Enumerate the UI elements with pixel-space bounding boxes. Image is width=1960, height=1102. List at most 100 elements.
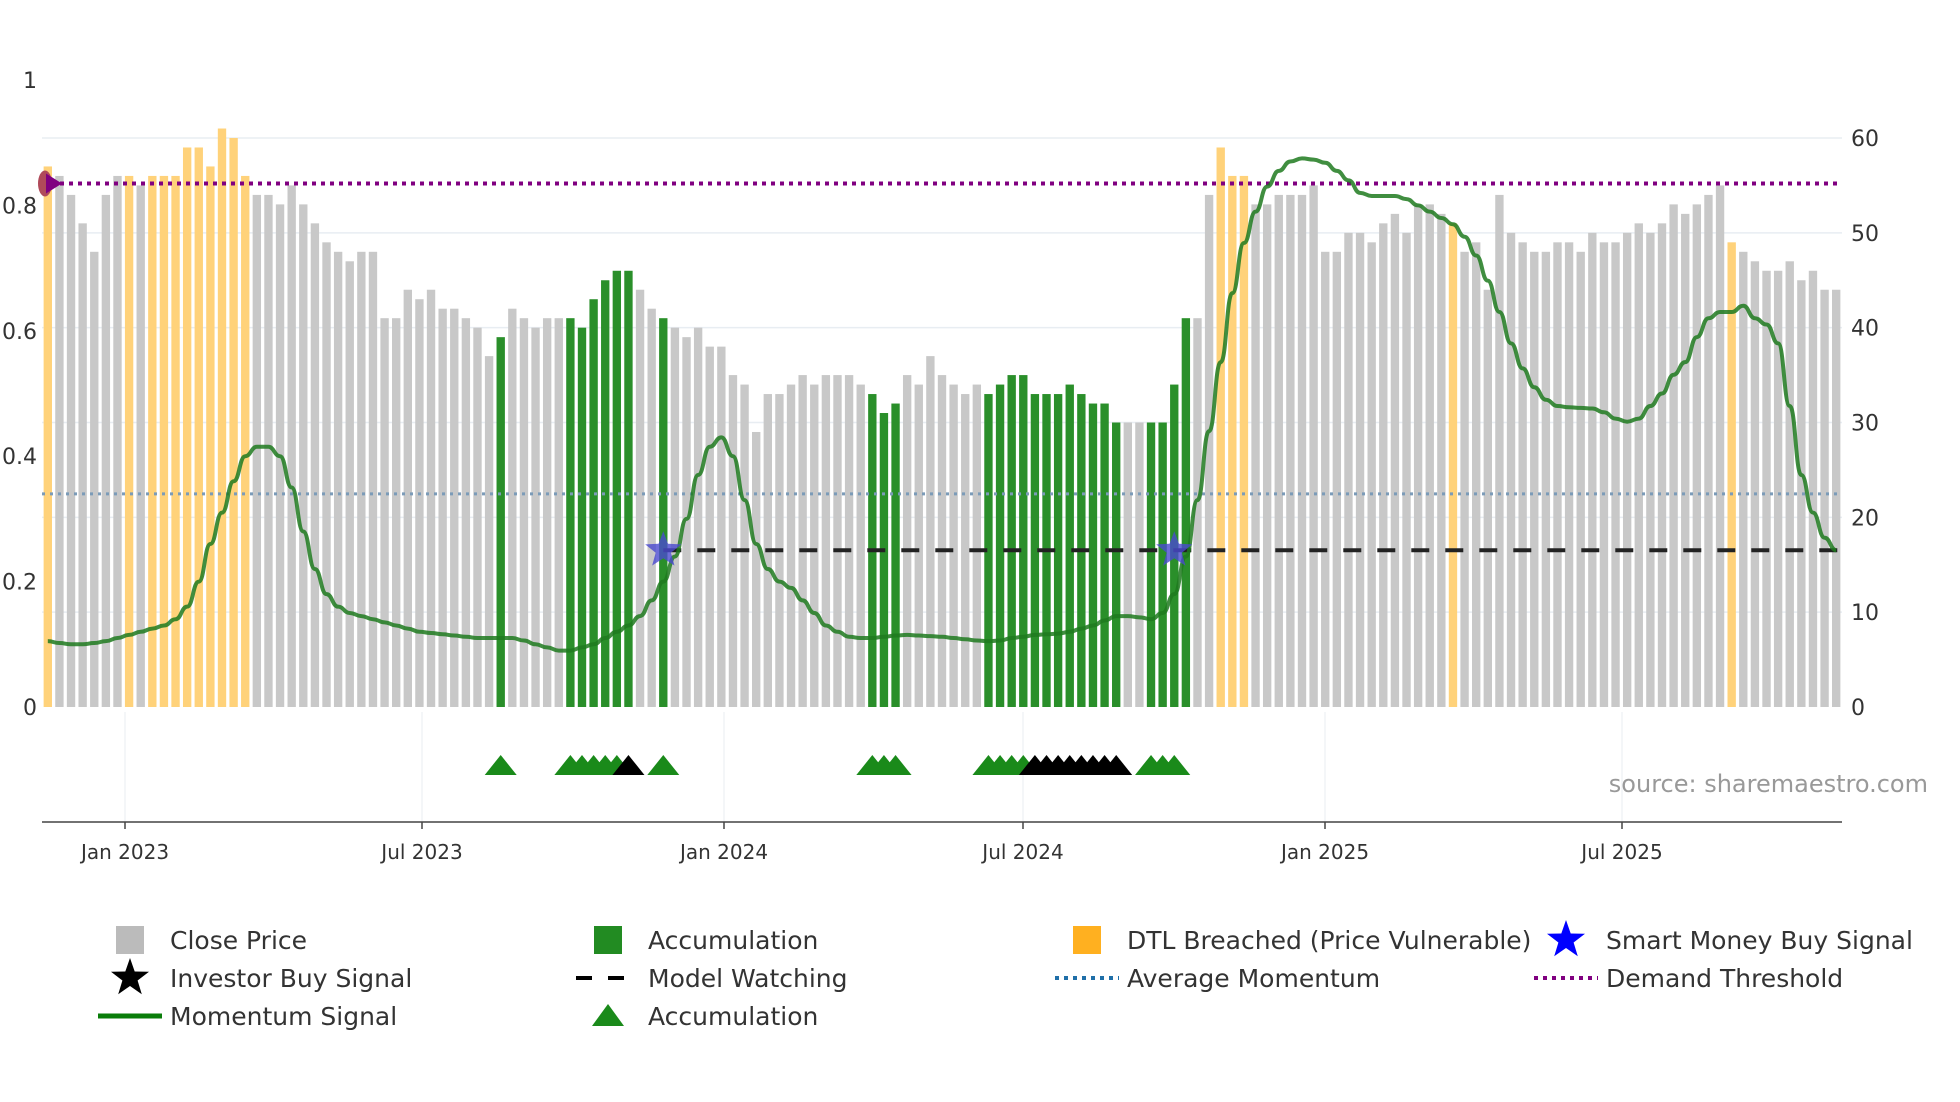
close-price-bar [450,308,459,707]
x-axis-tick-label: Jan 2023 [79,840,169,864]
legend-label: Accumulation [648,926,818,955]
close-price-bar [299,204,308,707]
legend-label: Momentum Signal [170,1002,397,1031]
dtl-breached-bar [148,175,157,707]
close-price-bar [1437,213,1446,707]
accumulation-bar [589,299,598,707]
close-price-bar [1773,270,1783,707]
smart-money-buy-star [1156,531,1193,566]
close-price-bar [392,318,401,707]
right-axis-tick-label: 0 [1851,696,1865,721]
close-price-bar [322,242,331,708]
accumulation-bar [566,318,575,707]
x-axis-tick-label: Jul 2024 [980,840,1063,864]
dtl-breached-bar [171,175,180,707]
close-price-bar [1588,232,1597,708]
close-price-bar [717,346,726,707]
close-price-bar [1425,204,1434,707]
legend-item: Accumulation [594,926,818,955]
close-price-bar [1262,204,1272,707]
dtl-breached-bar [159,175,169,707]
close-price-bar [333,251,343,708]
legend-label: Model Watching [648,964,848,993]
investor-buy-marker [1100,755,1133,775]
close-price-bar [1193,318,1202,707]
smart-money-buy-star [645,531,682,566]
close-price-bar [345,261,354,707]
legend-label: Demand Threshold [1606,964,1843,993]
close-price-bar [833,375,842,707]
accumulation-bar [995,384,1005,707]
close-price-bar [1553,242,1562,708]
close-price-bar [728,375,738,707]
left-axis-tick-label: 0.2 [2,571,37,596]
close-price-bar [1286,194,1295,707]
close-price-bar [1530,251,1539,708]
dtl-breached-bar [1228,175,1237,707]
close-price-bar [682,337,691,707]
close-price-bar [1321,251,1330,708]
close-price-bar [1274,194,1283,707]
close-price-bar [1483,289,1492,707]
demand-threshold-arrow [46,173,62,194]
close-price-bar [101,194,111,707]
close-price-bar [508,308,517,707]
legend-item: Investor Buy Signal [111,958,412,995]
close-price-bar [926,356,935,707]
close-price-bar [798,375,807,707]
close-price-bar [1204,194,1214,707]
signal-markers [484,531,1193,775]
close-price-bar [1367,242,1376,708]
close-price-bar [1402,232,1411,708]
close-price-bar [1460,251,1469,708]
accumulation-marker [484,755,517,775]
accumulation-bar [1181,318,1191,707]
legend-label: DTL Breached (Price Vulnerable) [1127,926,1531,955]
close-price-bar [705,346,714,707]
legend-label: Close Price [170,926,307,955]
left-axis-tick-label: 0 [23,696,37,721]
close-price-bar [531,327,540,707]
legend-label: Investor Buy Signal [170,964,412,993]
dtl-breached-bar [229,138,238,707]
close-price-bar [1355,232,1365,708]
close-price-bar [1309,185,1318,707]
close-price-bar [113,175,122,707]
right-axis-tick-label: 60 [1851,127,1879,152]
dtl-breached-bar [206,166,215,707]
left-axis-tick-label: 1 [23,69,37,94]
close-price-bar [1622,232,1632,708]
close-price-bar [1518,242,1527,708]
close-price-bar [786,384,796,707]
close-price-bar [1832,289,1841,707]
close-price-bar [740,384,749,707]
legend-item: Average Momentum [1055,964,1380,993]
legend: Close Price Accumulation DTL Breached (Pri… [98,920,1913,1031]
close-price-bar [1808,270,1818,707]
accumulation-bar [577,327,587,707]
x-axis-tick-label: Jan 2024 [678,840,768,864]
close-price-bar [357,251,366,708]
accumulation-bar [1007,375,1016,707]
close-price-bar [844,375,854,707]
close-price-bar [1541,251,1551,708]
close-price-bar [473,327,482,707]
close-price-bar [1646,232,1655,708]
legend-item: Demand Threshold [1534,964,1843,993]
close-price-bar [1495,194,1504,707]
close-price-bar [961,394,970,707]
accumulation-bar [659,318,668,707]
dtl-breached-bar [1448,223,1458,707]
accumulation-bar [879,413,889,707]
close-price-bar [542,318,552,707]
close-price-bar [647,308,656,707]
accumulation-bar [1146,422,1156,707]
legend-star-icon [1547,920,1585,957]
legend-label: Accumulation [648,1002,818,1031]
close-price-bar [1564,242,1574,708]
close-price-bar [1634,223,1643,707]
close-price-bar [403,289,412,707]
legend-item: DTL Breached (Price Vulnerable) [1073,926,1531,955]
